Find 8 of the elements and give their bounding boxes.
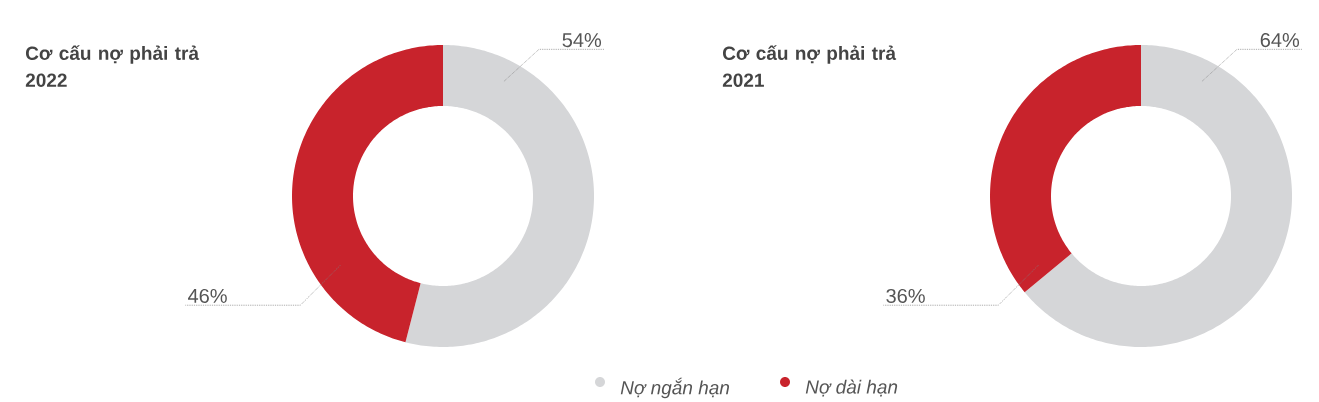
data-label: 46% [188,288,227,304]
data-label: 36% [886,288,925,304]
text: Cơ cấu nợ phải trả 2022 [25,45,200,87]
data-label: 54% [562,33,602,48]
text: Cơ cấu nợ phải trả 2021 [722,45,897,87]
legend-label: Nợ ngắn hạn [620,377,730,399]
data-label: 64% [1260,32,1300,48]
legend-label: Nợ dài hạn [805,379,898,397]
